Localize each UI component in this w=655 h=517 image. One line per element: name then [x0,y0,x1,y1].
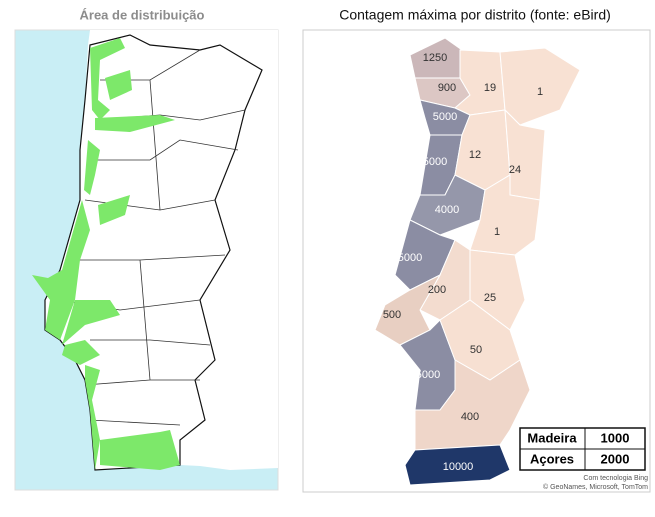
district-label: 1 [537,86,543,98]
district-label: 10000 [443,461,474,473]
island-name: Madeira [527,430,577,445]
district-label: 5000 [416,369,440,381]
island-value: 1000 [601,430,630,445]
land [45,30,278,470]
district-label: 25 [484,292,496,304]
district-borders [59,49,246,426]
district-label: 4000 [435,204,459,216]
district-label: 1250 [423,52,447,64]
district-label: 24 [509,164,521,176]
district-label: 19 [484,82,496,94]
district [469,174,541,256]
distribution-areas [32,38,180,470]
district [404,444,511,486]
district-label: 5000 [433,111,457,123]
district-label: 5000 [398,252,422,264]
district [454,49,506,116]
district-label: 500 [383,309,401,321]
islands-table: Madeira 1000 Açores 2000 [519,427,646,471]
attribution: © GeoNames, Microsoft, TomTom [543,483,648,491]
district-label: 12 [469,149,481,161]
attribution: Com tecnologia Bing [583,475,648,482]
district-label: 200 [428,284,446,296]
district-label: 50 [470,344,482,356]
districts: 1250 900 19 1 5000 5000 12 24 4000 1 5000 200 25 500 5… [374,37,581,486]
left-title: Área de distribuição [80,7,205,22]
island-value: 2000 [601,451,630,466]
district-label: 1 [494,226,500,238]
right-title: Contagem máxima por distrito (fonte: eBi… [339,7,611,23]
district-label: 5000 [423,156,447,168]
district-label: 400 [461,411,479,423]
island-name: Açores [530,451,574,466]
district [414,359,531,451]
district-label: 900 [438,82,456,94]
